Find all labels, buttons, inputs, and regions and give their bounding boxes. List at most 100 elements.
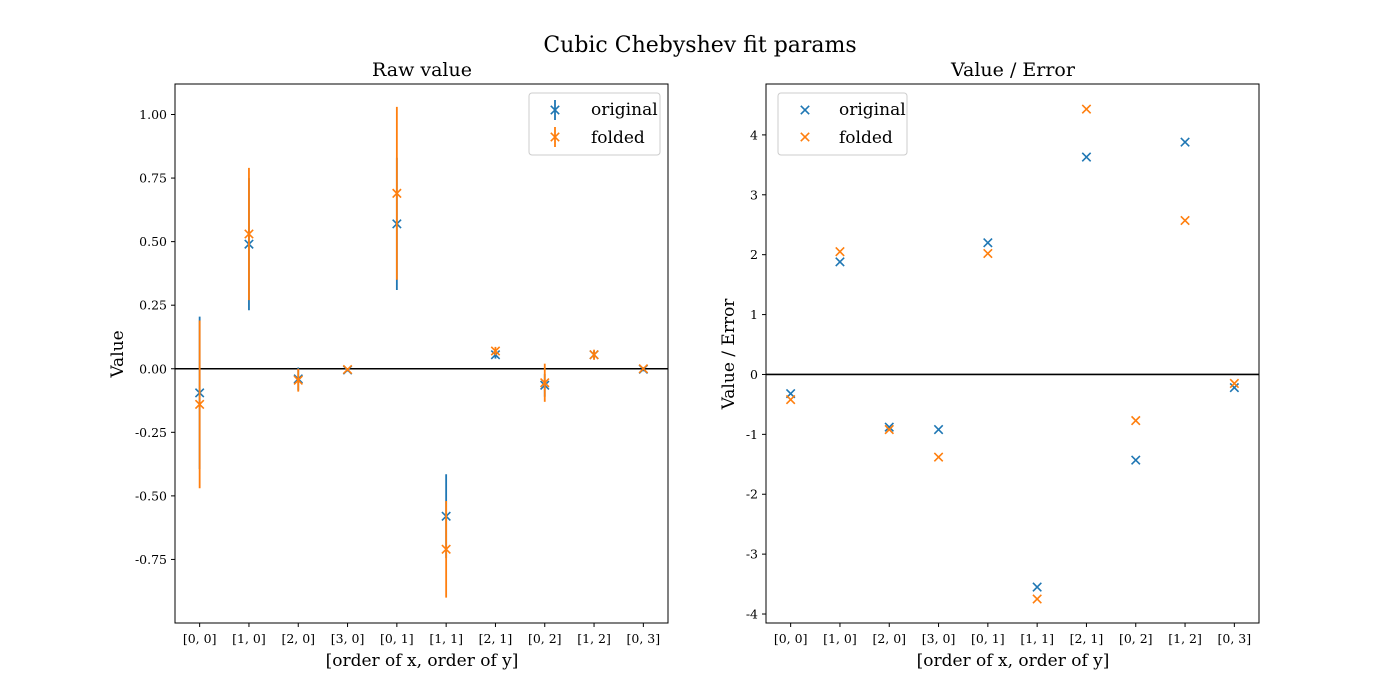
ratio-original-point xyxy=(983,237,993,248)
ratio-x-axis-label: [order of x, order of y] xyxy=(917,651,1110,671)
raw-x-tick-label: [0, 2] xyxy=(528,631,562,646)
raw-series-folded xyxy=(194,106,649,598)
ratio-original-point xyxy=(933,424,944,435)
ratio-legend-label-original: original xyxy=(839,100,906,120)
raw-y-tick-label: 0.00 xyxy=(139,361,167,376)
ratio-original-point xyxy=(1229,382,1240,393)
ratio-legend-label-folded: folded xyxy=(839,128,893,148)
raw-x-tick-label: [1, 2] xyxy=(577,631,611,646)
ratio-folded-point xyxy=(933,452,944,462)
ratio-y-tick-label: 3 xyxy=(750,187,758,202)
ratio-x-tick-label: [0, 0] xyxy=(774,631,808,646)
ratio-panel-title: Value / Error xyxy=(950,59,1076,81)
raw-series-original xyxy=(194,157,649,559)
ratio-x-tick-label: [0, 2] xyxy=(1119,631,1153,646)
raw-x-tick-label: [1, 0] xyxy=(232,631,266,646)
ratio-x-tick-label: [1, 1] xyxy=(1020,631,1054,646)
raw-x-tick-label: [2, 1] xyxy=(479,631,513,646)
raw-folded-point xyxy=(194,399,205,410)
ratio-folded-point xyxy=(1180,215,1190,226)
raw-legend-label-folded: folded xyxy=(591,128,645,148)
raw-legend-marker-original xyxy=(550,100,560,120)
raw-y-tick-label: -0.75 xyxy=(135,552,167,567)
raw-legend-label-original: original xyxy=(591,100,658,120)
raw-folded-point xyxy=(392,188,402,199)
ratio-folded-point xyxy=(835,246,845,257)
ratio-folded-point xyxy=(1130,415,1141,426)
ratio-axes-frame xyxy=(765,83,1260,624)
ratio-folded-point xyxy=(1032,594,1042,604)
ratio-original-point xyxy=(835,257,845,267)
ratio-legend-frame xyxy=(777,92,908,156)
raw-plot-area: -0.75 -0.50 -0.25 0.00 0.25 0.50 0.75 1.00 [0, 0… xyxy=(135,83,669,646)
ratio-legend-marker-folded-x xyxy=(800,132,810,142)
ratio-x-tick-label: [1, 2] xyxy=(1168,631,1202,646)
raw-folded-point xyxy=(244,229,254,239)
raw-legend-frame xyxy=(528,92,661,156)
raw-folded-point xyxy=(589,350,599,360)
ratio-y-tick-label: -1 xyxy=(746,427,758,442)
ratio-series-original xyxy=(785,137,1240,592)
raw-folded-point xyxy=(342,364,353,375)
ratio-folded-point xyxy=(1081,104,1092,114)
ratio-y-tick-label: 4 xyxy=(750,127,758,142)
figure-title: Cubic Chebyshev fit params xyxy=(543,33,856,58)
raw-legend: original folded xyxy=(528,92,661,156)
ratio-plot-area: -4 -3 -2 -1 0 1 2 3 4 [0, 0] [1, 0] [2, 0] [3, 0] [0,… xyxy=(746,83,1260,646)
ratio-y-tick-label: -3 xyxy=(746,547,758,562)
raw-folded-point xyxy=(441,544,451,555)
panel-raw-value: -0.75 -0.50 -0.25 0.00 0.25 0.50 0.75 1.00 [0, 0… xyxy=(108,59,669,671)
raw-folded-point xyxy=(490,346,501,356)
ratio-folded-point xyxy=(983,248,993,259)
ratio-original-point xyxy=(1081,152,1092,162)
ratio-y-tick-label: 0 xyxy=(750,367,758,382)
raw-folded-point xyxy=(539,377,550,388)
ratio-x-tick-label: [1, 0] xyxy=(823,631,857,646)
raw-x-tick-label: [1, 1] xyxy=(429,631,463,646)
raw-x-tick-label: [2, 0] xyxy=(281,631,315,646)
raw-x-tick-label: [0, 3] xyxy=(627,631,661,646)
raw-y-tick-label: 0.50 xyxy=(139,234,167,249)
raw-y-tick-label: -0.50 xyxy=(135,488,167,503)
ratio-original-point xyxy=(1130,455,1141,465)
ratio-x-tick-label: [2, 1] xyxy=(1070,631,1104,646)
raw-y-tick-label: 0.25 xyxy=(139,298,167,313)
ratio-folded-point xyxy=(785,394,796,405)
ratio-legend-marker-original xyxy=(800,105,810,115)
ratio-y-tick-label: -4 xyxy=(746,607,758,622)
ratio-series-folded xyxy=(785,104,1240,604)
raw-y-tick-label: 1.00 xyxy=(139,107,167,122)
ratio-legend: original folded xyxy=(777,92,908,156)
ratio-original-point xyxy=(1032,582,1042,592)
raw-y-tick-label: -0.25 xyxy=(135,425,167,440)
ratio-original-point xyxy=(884,422,895,432)
raw-x-tick-label: [0, 0] xyxy=(183,631,217,646)
raw-y-axis-label: Value xyxy=(108,330,128,378)
ratio-y-tick-label: 1 xyxy=(750,307,758,322)
raw-x-axis-label: [order of x, order of y] xyxy=(326,651,519,671)
raw-legend-marker-folded-x xyxy=(550,132,560,142)
raw-folded-point xyxy=(293,375,304,385)
ratio-x-tick-label: [0, 1] xyxy=(971,631,1005,646)
raw-y-tick-label: 0.75 xyxy=(139,171,167,186)
raw-x-tick-label: [0, 1] xyxy=(380,631,414,646)
raw-legend-marker-original-x xyxy=(550,105,560,115)
panel-value-over-error: -4 -3 -2 -1 0 1 2 3 4 [0, 0] [1, 0] [2, 0] [3, 0] [0,… xyxy=(719,59,1260,671)
ratio-folded-point xyxy=(1229,378,1240,389)
ratio-x-tick-label: [0, 3] xyxy=(1218,631,1252,646)
ratio-x-tick-label: [3, 0] xyxy=(922,631,956,646)
raw-axes-frame xyxy=(174,83,669,624)
ratio-legend-marker-folded xyxy=(800,132,810,142)
raw-legend-marker-folded xyxy=(550,127,560,147)
ratio-y-tick-label: 2 xyxy=(750,247,758,262)
raw-panel-title: Raw value xyxy=(372,59,472,81)
raw-folded-point xyxy=(638,363,649,374)
ratio-original-point xyxy=(1180,137,1190,147)
ratio-y-axis-label: Value / Error xyxy=(719,298,739,411)
ratio-y-tick-label: -2 xyxy=(746,487,758,502)
ratio-folded-point xyxy=(884,424,895,435)
raw-x-tick-label: [3, 0] xyxy=(331,631,365,646)
ratio-legend-marker-original-x xyxy=(800,105,810,115)
ratio-x-tick-label: [2, 0] xyxy=(872,631,906,646)
